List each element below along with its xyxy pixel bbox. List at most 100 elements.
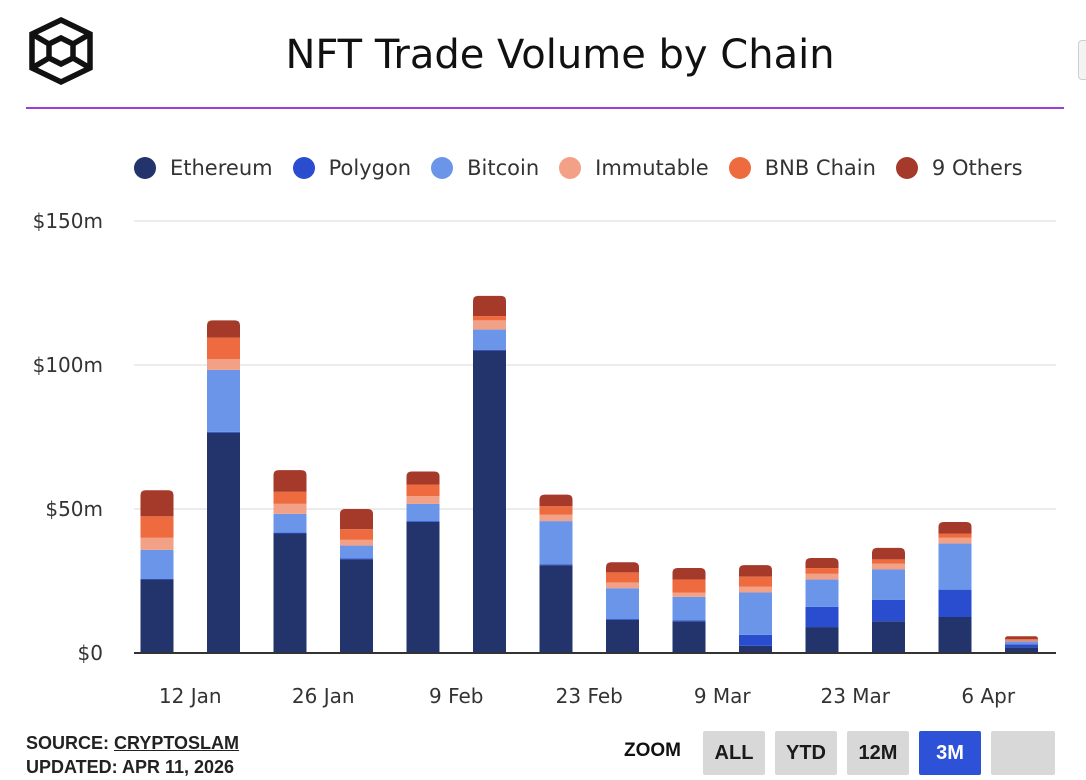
bar-segment bbox=[273, 503, 307, 514]
y-tick-label: $0 bbox=[78, 641, 103, 665]
bar-segment bbox=[938, 543, 972, 590]
bar-segment bbox=[473, 350, 506, 653]
bar-segment bbox=[539, 565, 573, 653]
stacked-bar-chart: $0 $50m $100m $150m 12 Jan 26 Jan 9 Feb 23 Feb 9… bbox=[33, 209, 1056, 708]
bar-segment bbox=[805, 627, 839, 653]
bar-segment bbox=[140, 537, 174, 550]
zoom-3m-button[interactable]: 3M bbox=[919, 731, 981, 775]
bar-segment bbox=[805, 579, 839, 607]
bar-segment bbox=[938, 537, 972, 544]
bar-segment bbox=[340, 559, 373, 653]
legend-swatch bbox=[431, 157, 454, 179]
bar-segment bbox=[406, 496, 440, 504]
bar-segment bbox=[938, 617, 972, 653]
bar-segment bbox=[938, 533, 972, 538]
bar-segment bbox=[406, 484, 440, 497]
zoom-extra-button[interactable] bbox=[991, 731, 1055, 775]
bar-segment bbox=[207, 432, 240, 653]
bar-segment bbox=[805, 606, 839, 628]
legend-label: Polygon bbox=[328, 156, 412, 180]
legend-swatch bbox=[728, 157, 751, 179]
zoom-controls: ZOOM ALL YTD 12M 3M bbox=[624, 731, 1055, 775]
source-block: SOURCE: CRYPTOSLAM UPDATED: APR 11, 2026 bbox=[26, 731, 239, 779]
bar-segment bbox=[1005, 644, 1038, 648]
zoom-ytd-button[interactable]: YTD bbox=[775, 731, 837, 775]
zoom-all-button[interactable]: ALL bbox=[703, 731, 765, 775]
bar-segment bbox=[872, 547, 905, 560]
cube-logo-icon bbox=[29, 16, 93, 86]
bar-segment bbox=[273, 491, 307, 504]
bar-segment bbox=[406, 471, 440, 485]
bar-segment bbox=[606, 572, 639, 583]
x-tick-label: 9 Mar bbox=[694, 684, 752, 708]
bar-segment bbox=[539, 506, 573, 515]
x-tick-label: 9 Feb bbox=[429, 684, 484, 708]
bar-segment bbox=[539, 564, 573, 566]
bar-segment bbox=[273, 532, 307, 534]
page-title: NFT Trade Volume by Chain bbox=[285, 32, 835, 78]
bar-segment bbox=[273, 470, 307, 492]
updated-date: UPDATED: APR 11, 2026 bbox=[26, 757, 235, 777]
source-prefix: SOURCE: bbox=[26, 733, 115, 753]
source-link[interactable]: CRYPTOSLAM bbox=[114, 733, 240, 753]
legend-item[interactable]: Bitcoin bbox=[431, 156, 539, 180]
bar-segment bbox=[872, 621, 905, 653]
bar-segment bbox=[805, 573, 839, 580]
legend-swatch bbox=[134, 157, 156, 179]
bar-segment bbox=[140, 516, 174, 538]
bar-segment bbox=[340, 539, 373, 546]
title-divider bbox=[26, 107, 1064, 109]
legend-item[interactable]: BNB Chain bbox=[728, 156, 876, 180]
legend-swatch bbox=[895, 157, 918, 179]
bar-segment bbox=[672, 579, 706, 593]
bar-segment bbox=[1005, 639, 1038, 641]
bar-segment bbox=[739, 565, 772, 577]
bar-segment bbox=[340, 545, 373, 559]
bar-segment bbox=[473, 320, 506, 330]
bar-segment bbox=[872, 563, 905, 570]
bar-segment bbox=[739, 645, 772, 653]
bar-segment bbox=[805, 557, 839, 569]
legend-label: 9 Others bbox=[931, 156, 1023, 180]
zoom-12m-button[interactable]: 12M bbox=[847, 731, 909, 775]
scroll-handle[interactable] bbox=[1078, 40, 1086, 80]
bar-segment bbox=[1005, 636, 1038, 640]
y-tick-label: $150m bbox=[33, 209, 103, 233]
bar-segment bbox=[672, 620, 706, 622]
legend-swatch bbox=[559, 157, 582, 179]
bar-segment bbox=[938, 589, 972, 617]
legend-item[interactable]: Immutable bbox=[559, 156, 709, 180]
bar-segment bbox=[1005, 641, 1038, 645]
bar-segment bbox=[340, 529, 373, 540]
bar-segment bbox=[739, 586, 772, 593]
bar-segment bbox=[539, 521, 573, 565]
bar-segment bbox=[872, 559, 905, 564]
bar-segment bbox=[473, 295, 506, 317]
bar-segment bbox=[1005, 640, 1038, 642]
bar-segment bbox=[606, 582, 639, 589]
x-tick-label: 6 Apr bbox=[961, 684, 1015, 708]
y-tick-label: $100m bbox=[33, 353, 103, 377]
bar-segment bbox=[140, 549, 174, 579]
bar-segment bbox=[1005, 647, 1038, 653]
bar-segment bbox=[539, 514, 573, 522]
legend-label: Immutable bbox=[595, 156, 709, 180]
bar-segment bbox=[207, 337, 240, 360]
bar-segment bbox=[606, 619, 639, 620]
bar-segment bbox=[672, 592, 706, 597]
bar-segment bbox=[938, 521, 972, 534]
legend-label: BNB Chain bbox=[764, 156, 876, 180]
legend-item[interactable]: Ethereum bbox=[134, 156, 273, 180]
bar-segment bbox=[207, 359, 240, 370]
x-tick-label: 23 Mar bbox=[820, 684, 890, 708]
bar-segment bbox=[406, 503, 440, 522]
bar-segment bbox=[473, 349, 506, 351]
legend-item[interactable]: 9 Others bbox=[895, 156, 1023, 180]
bar-segment bbox=[606, 562, 639, 573]
bar-segment bbox=[340, 558, 373, 560]
bar-segment bbox=[739, 576, 772, 587]
bar-segment bbox=[273, 533, 307, 653]
legend-item[interactable]: Polygon bbox=[292, 156, 412, 180]
bar-segment bbox=[207, 320, 240, 338]
bar-segment bbox=[273, 513, 307, 533]
